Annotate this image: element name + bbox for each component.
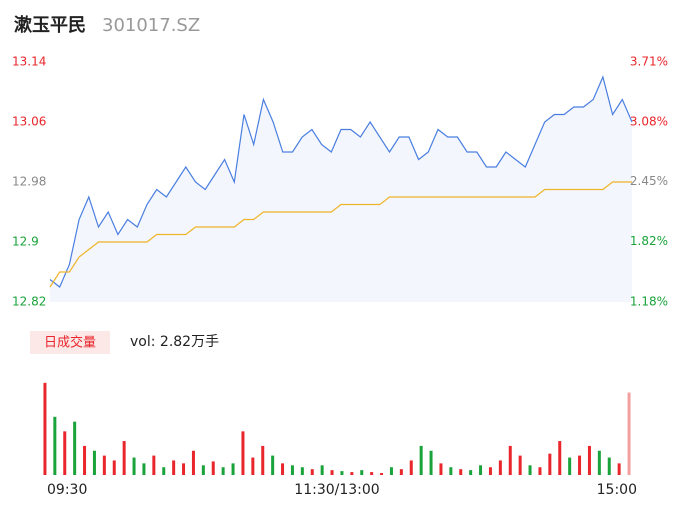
y-tick-label: 13.14 bbox=[12, 55, 46, 69]
volume-bar bbox=[409, 460, 413, 475]
volume-bar bbox=[360, 470, 364, 475]
volume-bar bbox=[251, 457, 255, 475]
volume-bar bbox=[597, 450, 601, 475]
volume-bar bbox=[83, 445, 87, 475]
volume-bar bbox=[211, 461, 215, 475]
volume-bar bbox=[607, 457, 611, 475]
volume-bar bbox=[330, 470, 334, 475]
volume-bar bbox=[528, 465, 532, 475]
volume-bar bbox=[449, 467, 453, 475]
volume-bar bbox=[350, 472, 354, 475]
volume-bar bbox=[558, 441, 562, 475]
volume-bar bbox=[439, 463, 443, 475]
series-line bbox=[49, 75, 633, 288]
volume-bar bbox=[191, 450, 195, 475]
y-tick-label: 12.9 bbox=[12, 235, 39, 249]
volume-bar bbox=[132, 457, 136, 475]
volume-bar bbox=[221, 467, 225, 475]
volume-bar bbox=[399, 469, 403, 475]
price-area bbox=[50, 77, 632, 302]
y2-tick-label: 3.08% bbox=[630, 114, 668, 128]
series-line bbox=[49, 181, 632, 288]
volume-bar bbox=[627, 392, 631, 475]
volume-bar bbox=[122, 441, 126, 475]
volume-bar bbox=[162, 467, 166, 475]
volume-bar bbox=[380, 473, 384, 475]
volume-bar bbox=[370, 472, 374, 475]
y2-tick-label: 2.45% bbox=[630, 174, 668, 188]
volume-bar bbox=[538, 467, 542, 475]
volume-bar bbox=[73, 421, 77, 475]
y2-tick-label: 1.18% bbox=[630, 295, 668, 309]
x-tick-label: 09:30 bbox=[47, 482, 87, 498]
volume-bar bbox=[102, 455, 106, 475]
volume-bar bbox=[488, 467, 492, 475]
volume-bar bbox=[231, 463, 235, 475]
volume-bar bbox=[419, 445, 423, 475]
volume-bar bbox=[261, 445, 265, 475]
y-tick-label: 12.82 bbox=[12, 295, 46, 309]
volume-bar bbox=[320, 465, 324, 475]
volume-tab[interactable] bbox=[30, 331, 110, 354]
volume-bar bbox=[479, 465, 483, 475]
volume-bar bbox=[182, 463, 186, 475]
volume-bar bbox=[92, 450, 96, 475]
stock-code: 301017.SZ bbox=[102, 15, 200, 36]
volume-bar bbox=[241, 431, 245, 475]
volume-bar bbox=[578, 455, 582, 475]
volume-bar bbox=[63, 431, 67, 475]
volume-bar bbox=[172, 460, 176, 475]
volume-bar bbox=[429, 450, 433, 475]
volume-bar bbox=[340, 471, 344, 475]
volume-bar bbox=[271, 455, 275, 475]
volume-bar bbox=[300, 467, 304, 475]
stock-name: 漱玉平民 bbox=[14, 14, 86, 36]
x-tick-label: 15:00 bbox=[597, 482, 637, 498]
y-tick-label: 12.98 bbox=[12, 175, 46, 189]
volume-tab-label[interactable]: 日成交量 bbox=[44, 335, 96, 351]
y2-tick-label: 3.71% bbox=[630, 55, 668, 69]
volume-bar bbox=[568, 457, 572, 475]
volume-bar bbox=[53, 416, 57, 475]
volume-bar bbox=[617, 463, 621, 475]
volume-bar bbox=[290, 465, 294, 475]
y2-tick-label: 1.82% bbox=[630, 234, 668, 248]
volume-bar bbox=[43, 382, 47, 475]
volume-annotation: vol: 2.82万手 bbox=[130, 334, 219, 350]
volume-bar bbox=[508, 445, 512, 475]
volume-bar bbox=[152, 455, 156, 475]
volume-bar bbox=[498, 460, 502, 475]
volume-bar bbox=[459, 469, 463, 475]
volume-bar bbox=[389, 467, 393, 475]
volume-bar bbox=[548, 453, 552, 475]
y-tick-label: 13.06 bbox=[12, 115, 46, 129]
volume-bar bbox=[469, 470, 473, 475]
volume-bar bbox=[518, 455, 522, 475]
volume-bar bbox=[310, 469, 314, 475]
volume-bar bbox=[142, 463, 146, 475]
volume-bar bbox=[112, 460, 116, 475]
volume-bar bbox=[201, 465, 205, 475]
x-tick-label: 11:30/13:00 bbox=[294, 482, 379, 498]
volume-bar bbox=[281, 463, 285, 475]
volume-bar bbox=[587, 445, 591, 475]
